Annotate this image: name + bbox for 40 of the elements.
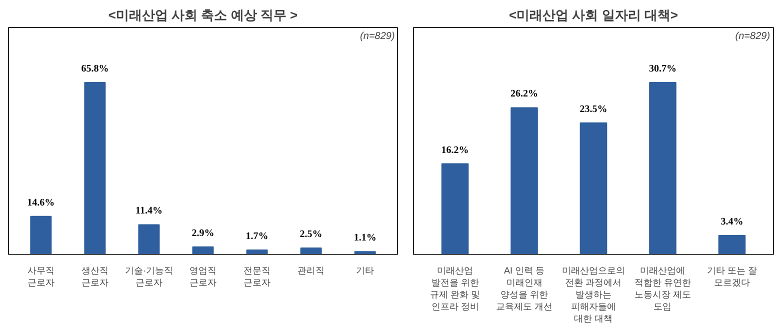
- bar: [30, 216, 52, 254]
- x-tick-label: 관리직: [298, 266, 325, 276]
- bar: [510, 107, 538, 254]
- bar: [718, 234, 746, 254]
- bar: [192, 246, 214, 254]
- x-tick-label: 미래산업 발전을 위한 규제 완화 및 인프라 정비: [430, 266, 480, 312]
- chart-title: <미래산업 사회 축소 예상 직무 >: [108, 8, 298, 22]
- data-label: 30.7%: [648, 64, 676, 75]
- x-tick-label: 사무직 근로자: [27, 266, 54, 288]
- text: (n=829): [360, 30, 395, 42]
- x-tick-label: 미래산업으로의 전환 과정에서 발생하는 피해자들에 대한 대책: [562, 266, 625, 324]
- data-label: 16.2%: [441, 144, 469, 156]
- data-label: 2.5%: [300, 228, 322, 240]
- bar: [441, 163, 469, 254]
- x-tick-label: AI 인력 등 미래인재 양성을 위한 교육제도 개선: [496, 266, 553, 312]
- data-label: 14.6%: [27, 197, 55, 208]
- bar: [580, 122, 608, 254]
- data-label: 1.7%: [246, 231, 268, 242]
- x-tick-label: 기타 또는 잘 모르겠다: [706, 266, 757, 288]
- chart-title: <미래산업 사회 일자리 대책>: [508, 8, 678, 22]
- data-label: 1.1%: [354, 232, 376, 244]
- data-label: 23.5%: [580, 104, 608, 115]
- data-label: 3.4%: [720, 216, 744, 228]
- data-label: 2.9%: [192, 228, 214, 239]
- data-label: 11.4%: [136, 206, 162, 217]
- x-tick-label: 기술·기능직 근로자: [124, 266, 173, 288]
- x-tick-label: 영업직 근로자: [190, 266, 216, 288]
- bar: [649, 82, 676, 254]
- data-label: 65.8%: [81, 64, 109, 75]
- x-tick-label: 생산직 근로자: [81, 266, 108, 288]
- bar: [138, 224, 160, 254]
- bar: [246, 250, 268, 254]
- bar: [300, 247, 322, 254]
- x-tick-label: 미래산업에 적합한 유연한 노동시장 제도 도입: [634, 266, 691, 312]
- bar: [84, 82, 106, 254]
- data-label: 26.2%: [510, 88, 538, 100]
- x-tick-label: 전문직 근로자: [244, 266, 271, 288]
- text: (n=829): [735, 30, 770, 42]
- x-tick-label: 기타: [356, 266, 374, 276]
- bar: [354, 251, 376, 254]
